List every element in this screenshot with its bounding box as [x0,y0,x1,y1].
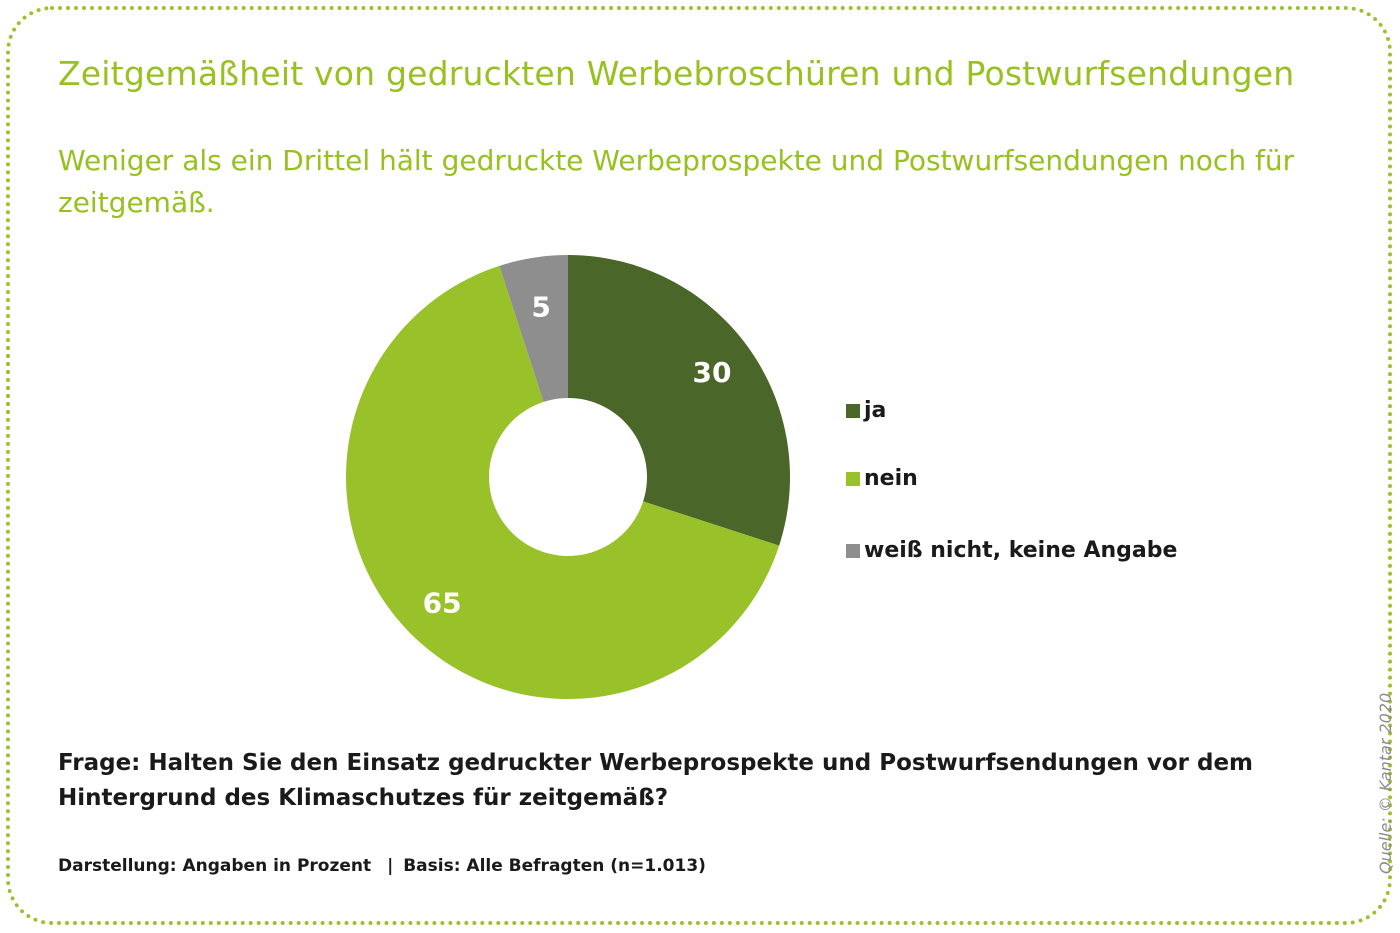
legend-item-nein: nein [846,466,918,491]
data-label-weiss-nicht: 5 [531,291,550,324]
legend-item-ja: ja [846,398,886,423]
chart-title: Zeitgemäßheit von gedruckten Werbebrosch… [58,54,1295,93]
legend-swatch-ja [846,404,860,418]
data-label-nein: 65 [423,586,462,619]
donut-slices [346,255,790,699]
footer-basis: Basis: Alle Befragten (n=1.013) [403,856,706,876]
source-credit: Quelle: © Kantar 2020 [1376,692,1395,874]
chart-footer: Darstellung: Angaben in Prozent | Basis:… [58,856,706,876]
legend-label-ja: ja [864,398,887,423]
survey-question: Frage: Halten Sie den Einsatz gedruckter… [58,750,1254,811]
data-label-ja: 30 [693,356,732,389]
donut-slice-weiss-nicht [499,255,568,402]
chart-subtitle: Weniger als ein Drittel hält gedruckte W… [58,144,1295,219]
legend-swatch-weiss-nicht [846,544,860,558]
footer-darstellung: Darstellung: Angaben in Prozent [58,856,372,876]
dotted-frame [6,6,1392,925]
legend-label-weiss-nicht: weiß nicht, keine Angabe [864,538,1178,563]
donut-slice-ja [568,255,790,546]
legend-item-weiss-nicht: weiß nicht, keine Angabe [846,538,1177,563]
donut-slice-nein [346,265,780,699]
legend-label-nein: nein [864,466,918,491]
footer-separator: | [387,856,394,876]
legend-swatch-nein [846,472,860,486]
donut-data-labels: 30 65 5 [423,291,732,620]
